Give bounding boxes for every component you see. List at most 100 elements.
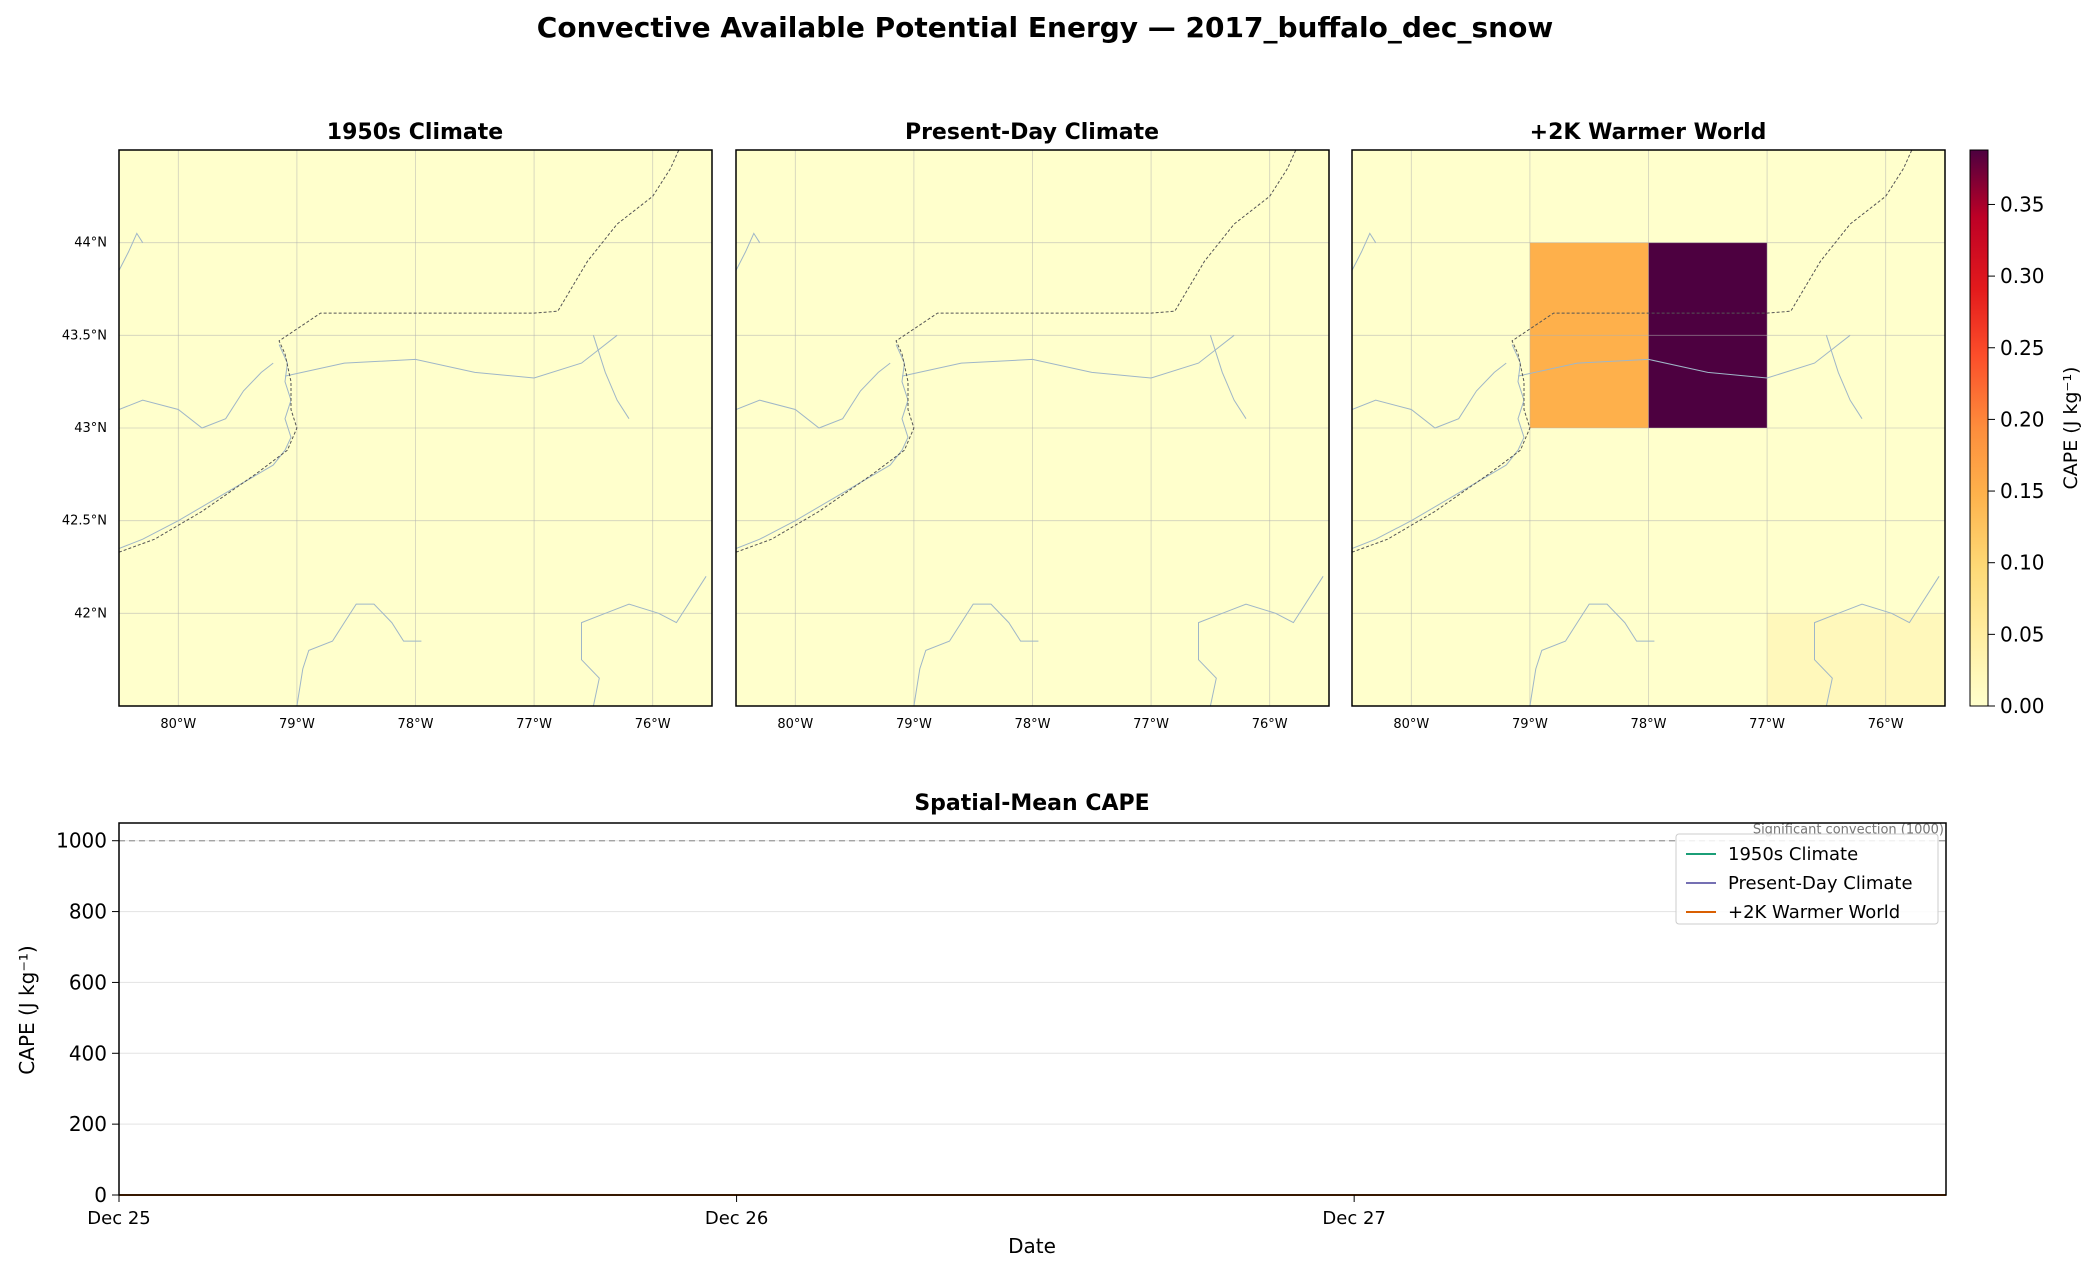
map-yticks: 42°N 42.5°N 43°N 43.5°N 44°N	[62, 236, 107, 622]
legend-label: 1950s Climate	[1728, 844, 1858, 865]
line-ytick-label: 0	[94, 1183, 107, 1207]
colorbar: 0.00 0.05 0.10 0.15 0.20 0.25 0.30 0.35 CAPE (J…	[1969, 149, 2082, 718]
map-xtick-label: 79°W	[279, 717, 315, 732]
map-frame	[1351, 149, 1946, 707]
line-chart-title: Spatial-Mean CAPE	[914, 791, 1149, 816]
map-xticks: 80°W 79°W 78°W 77°W 76°W	[1393, 717, 1903, 732]
map-panel-1950s: 1950s Climate 80°W 79°W 78°W 77°W 76°W 42°N4…	[62, 120, 713, 732]
coastline	[1198, 576, 1324, 706]
coastline	[1209, 335, 1247, 419]
line-frame	[118, 822, 1947, 1196]
line-ytick-label: 400	[69, 1041, 107, 1065]
map-ytick-label: 44°N	[74, 236, 107, 251]
map-ytick-label: 43.5°N	[62, 328, 107, 343]
country-border	[1352, 150, 1913, 553]
coastline	[736, 232, 761, 271]
coastline	[1517, 334, 1851, 379]
map-xtick-label: 78°W	[1631, 717, 1667, 732]
colorbar-tick-label: 0.10	[2000, 551, 2045, 575]
line-xtick-label: Dec 25	[87, 1208, 150, 1229]
map-xtick-label: 78°W	[1015, 717, 1051, 732]
line-ytick-label: 1000	[56, 829, 107, 853]
coastline	[119, 362, 274, 429]
coastline	[296, 603, 422, 706]
map-xtick-label: 76°W	[1252, 717, 1288, 732]
country-border	[119, 150, 680, 553]
line-xticks: Dec 25 Dec 26 Dec 27	[87, 1195, 1386, 1229]
map-gridlines	[1352, 150, 1945, 706]
map-coastlines	[736, 232, 1324, 706]
map-xtick-label: 80°W	[160, 717, 196, 732]
colorbar-gradient	[1969, 149, 1989, 707]
coastline	[1814, 576, 1940, 706]
line-ytick-label: 800	[69, 900, 107, 924]
map-xtick-label: 77°W	[1749, 717, 1785, 732]
map-coastlines	[119, 232, 707, 706]
coastline	[1352, 232, 1377, 271]
coastline	[592, 335, 630, 419]
map-xtick-label: 78°W	[398, 717, 434, 732]
map-xtick-label: 80°W	[777, 717, 813, 732]
line-xtick-label: Dec 26	[705, 1208, 768, 1229]
map-ytick-label: 43°N	[74, 421, 107, 436]
legend-label: +2K Warmer World	[1728, 902, 1900, 923]
colorbar-label: CAPE (J kg⁻¹)	[2060, 367, 2082, 490]
coastline	[284, 334, 618, 379]
colorbar-tick-label: 0.05	[2000, 622, 2045, 646]
coastline	[1825, 335, 1863, 419]
colorbar-tick-label: 0.30	[2000, 264, 2045, 288]
colorbar-tick-label: 0.15	[2000, 479, 2045, 503]
coastline	[119, 232, 144, 271]
map-xticks: 80°W 79°W 78°W 77°W 76°W	[777, 717, 1287, 732]
map-panel-present: Present-Day Climate 80°W 79°W 78°W 77°W 76°W	[735, 120, 1330, 732]
map-coastlines	[1352, 232, 1940, 706]
legend-box	[1675, 833, 1939, 925]
colorbar-tick-label: 0.35	[2000, 192, 2045, 216]
coastline	[1529, 603, 1655, 706]
x-axis-label: Date	[1008, 1234, 1056, 1258]
map-border	[1352, 150, 1913, 553]
line-chart: Spatial-Mean CAPE Significant convection…	[15, 791, 1947, 1258]
map-frame	[735, 149, 1330, 707]
map-border	[736, 150, 1297, 553]
map-ytick-label: 42°N	[74, 606, 107, 621]
map-xtick-label: 76°W	[1868, 717, 1904, 732]
line-yticks: 0 200 400 600 800 1000	[56, 829, 119, 1207]
map-frame	[118, 149, 713, 707]
line-ytick-label: 200	[69, 1112, 107, 1136]
coastline	[736, 344, 909, 549]
colorbar-ticks: 0.00 0.05 0.10 0.15 0.20 0.25 0.30 0.35	[1988, 192, 2045, 718]
map-xtick-label: 79°W	[896, 717, 932, 732]
map-title: 1950s Climate	[327, 120, 503, 145]
coastline	[119, 344, 292, 549]
map-title: Present-Day Climate	[905, 120, 1159, 145]
coastline	[913, 603, 1039, 706]
map-xtick-label: 77°W	[1133, 717, 1169, 732]
map-ytick-label: 42.5°N	[62, 514, 107, 529]
colorbar-tick-label: 0.00	[2000, 694, 2045, 718]
country-border	[736, 150, 1297, 553]
coastline	[1352, 362, 1507, 429]
colorbar-tick-label: 0.20	[2000, 407, 2045, 431]
map-xtick-label: 76°W	[635, 717, 671, 732]
map-xticks: 80°W 79°W 78°W 77°W 76°W	[160, 717, 670, 732]
map-panel-warmer: +2K Warmer World 80°W 79°W 78°W 77°W 76°W	[1351, 120, 1946, 732]
figure-title: Convective Available Potential Energy — …	[537, 11, 1553, 44]
map-cell	[1767, 613, 1945, 706]
map-xtick-label: 80°W	[1393, 717, 1429, 732]
reference-line: Significant convection (1000)	[119, 823, 1946, 842]
map-xtick-label: 77°W	[516, 717, 552, 732]
colorbar-tick-label: 0.25	[2000, 336, 2045, 360]
line-gridlines	[119, 840, 1946, 1125]
map-border	[119, 150, 680, 553]
coastline	[736, 362, 891, 429]
line-xtick-label: Dec 27	[1322, 1208, 1385, 1229]
y-axis-label: CAPE (J kg⁻¹)	[15, 945, 39, 1074]
coastline	[1352, 344, 1525, 549]
map-title: +2K Warmer World	[1530, 120, 1767, 145]
line-ytick-label: 600	[69, 970, 107, 994]
legend: 1950s Climate Present-Day Climate +2K Warm…	[1675, 833, 1939, 925]
legend-label: Present-Day Climate	[1728, 873, 1913, 894]
coastline	[901, 334, 1235, 379]
